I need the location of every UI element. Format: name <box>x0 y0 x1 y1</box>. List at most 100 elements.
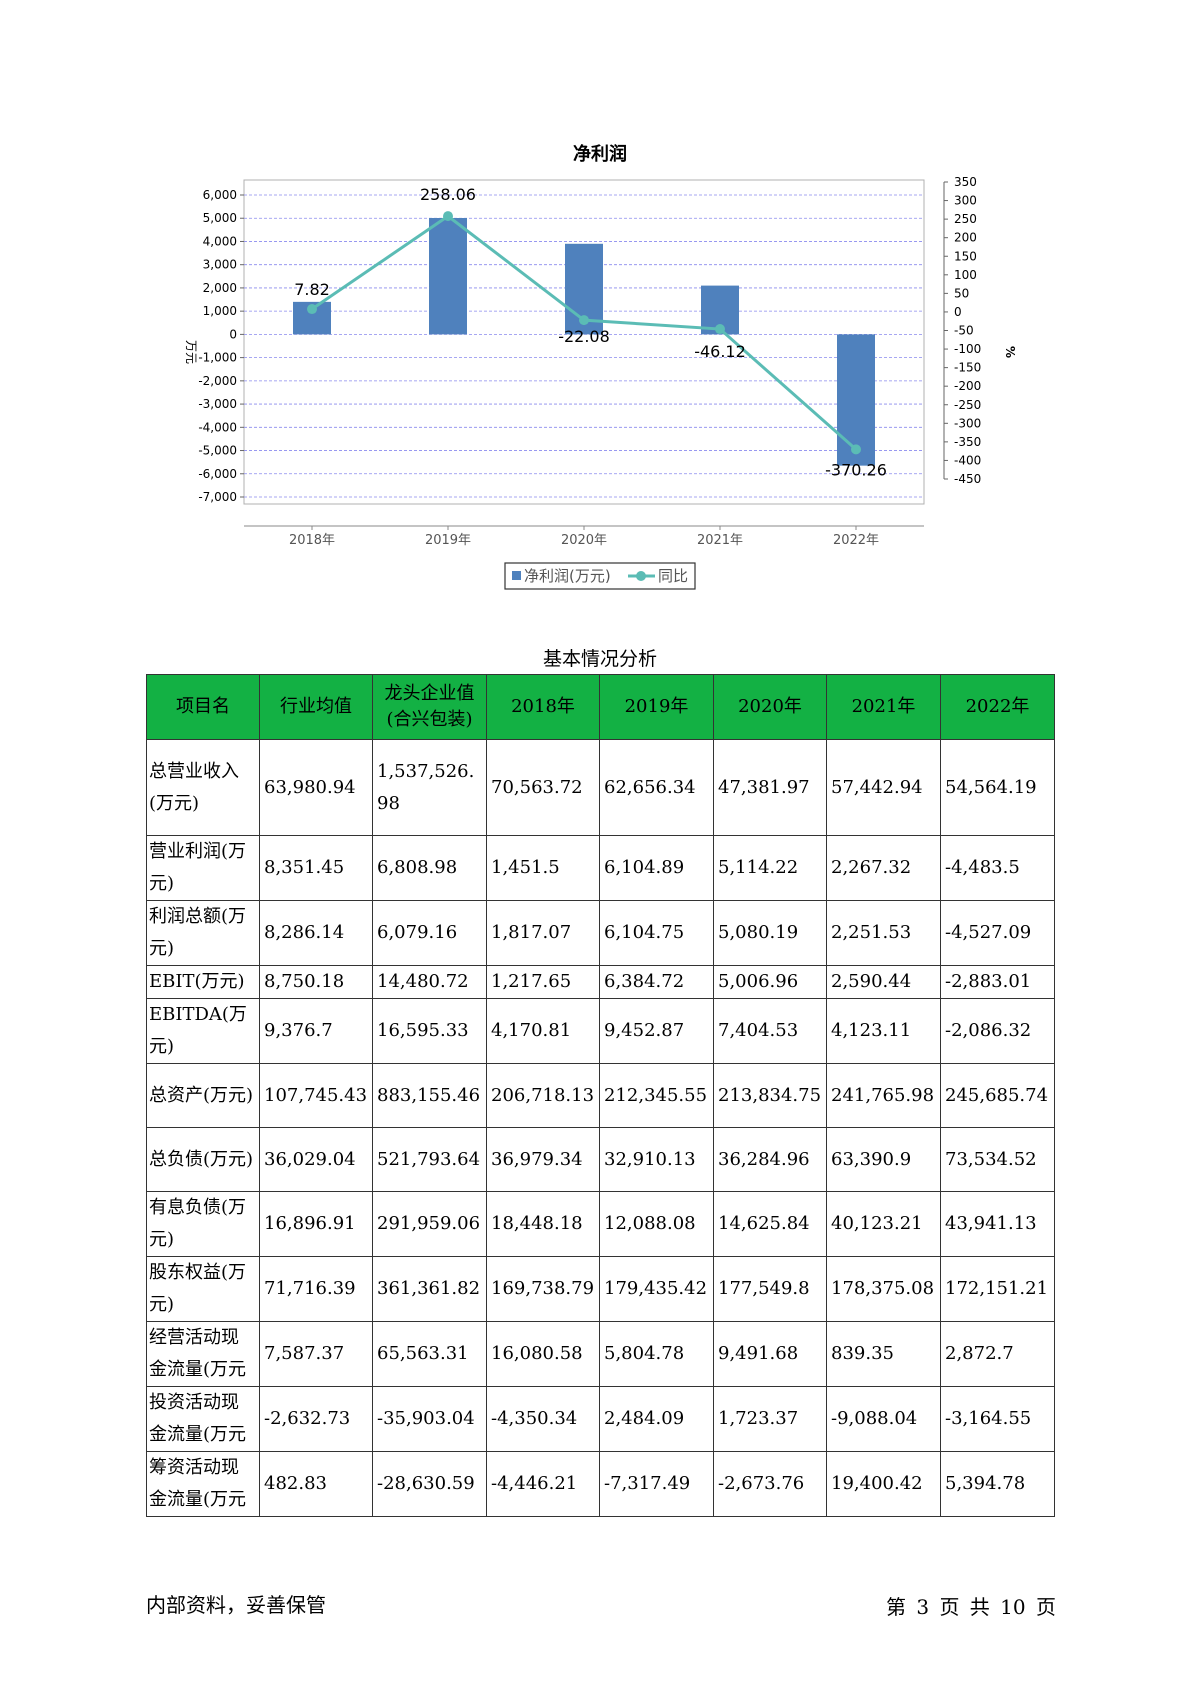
table-header-row: 项目名 行业均值 龙头企业值(合兴包装) 2018年 2019年 2020年 2… <box>146 674 1055 740</box>
table-cell: 16,896.91 <box>259 1191 373 1257</box>
table-cell: 7,404.53 <box>713 998 827 1064</box>
y-right-tick-label: 50 <box>954 286 969 300</box>
table-cell: 8,351.45 <box>259 835 373 901</box>
table-cell: -2,086.32 <box>940 998 1055 1064</box>
table-cell: 241,765.98 <box>826 1063 941 1128</box>
table-row: 总资产(万元) 107,745.43 883,155.46 206,718.13 212… <box>146 1063 1055 1128</box>
y-right-tick-label: 300 <box>954 194 977 208</box>
table-cell: 4,170.81 <box>486 998 600 1064</box>
y-left-tick-label: 0 <box>229 327 237 341</box>
table-cell: 883,155.46 <box>372 1063 487 1128</box>
table-cell: 482.83 <box>259 1451 373 1517</box>
table-cell: 291,959.06 <box>372 1191 487 1257</box>
table-cell: 32,910.13 <box>599 1127 714 1192</box>
y-left-tick-label: 2,000 <box>203 281 237 295</box>
table-cell: 212,345.55 <box>599 1063 714 1128</box>
header-cell: 龙头企业值(合兴包装) <box>372 674 487 740</box>
data-label-yoy: -370.26 <box>825 460 887 479</box>
table-cell: 9,376.7 <box>259 998 373 1064</box>
y-right-tick-label: 100 <box>954 268 977 282</box>
table-cell: -35,903.04 <box>372 1386 487 1452</box>
y-left-tick-label: 4,000 <box>203 234 237 248</box>
table-cell: 40,123.21 <box>826 1191 941 1257</box>
table-cell: 7,587.37 <box>259 1321 373 1387</box>
line-point-yoy <box>579 315 589 326</box>
table-cell: 18,448.18 <box>486 1191 600 1257</box>
table-cell: -4,350.34 <box>486 1386 600 1452</box>
table-cell: 16,080.58 <box>486 1321 600 1387</box>
row-label-cell: 经营活动现金流量(万元 <box>146 1321 260 1387</box>
y-right-tick-label: -450 <box>954 472 981 486</box>
row-label-cell: EBIT(万元) <box>146 965 260 999</box>
bar-net-profit <box>837 334 875 466</box>
basic-analysis-table: 项目名 行业均值 龙头企业值(合兴包装) 2018年 2019年 2020年 2… <box>146 674 1055 1517</box>
table-cell: 839.35 <box>826 1321 941 1387</box>
y-left-tick-label: 5,000 <box>203 211 237 225</box>
net-profit-chart: 净利润 6,000 5,000 4,000 3,000 2,000 1,000 0 -1,00… <box>184 143 1017 590</box>
table-cell: -9,088.04 <box>826 1386 941 1452</box>
y-left-tick-label: 6,000 <box>203 188 237 202</box>
legend-bar-label: 净利润(万元) <box>524 567 611 585</box>
footer-page-number: 第 3 页 共 10 页 <box>886 1595 1056 1619</box>
chart-bars <box>293 217 875 466</box>
y-right-tick-label: 350 <box>954 175 977 189</box>
y-right-tick-label: -100 <box>954 342 981 356</box>
y-left-tick-label: -3,000 <box>198 397 237 411</box>
table-cell: 169,738.79 <box>486 1256 600 1322</box>
table-cell: 4,123.11 <box>826 998 941 1064</box>
table-cell: 179,435.42 <box>599 1256 714 1322</box>
table-cell: 36,029.04 <box>259 1127 373 1192</box>
table-cell: 1,451.5 <box>486 835 600 901</box>
table-row: 利润总额(万元) 8,286.14 6,079.16 1,817.07 6,104.75… <box>146 900 1055 966</box>
plot-frame <box>243 179 925 505</box>
table-cell: 65,563.31 <box>372 1321 487 1387</box>
header-cell: 2021年 <box>826 674 941 740</box>
table-row: 经营活动现金流量(万元 7,587.37 65,563.31 16,080.58 5,8… <box>146 1321 1055 1387</box>
table-cell: 19,400.42 <box>826 1451 941 1517</box>
y-right-tick-label: -50 <box>954 324 974 338</box>
table-cell: 8,750.18 <box>259 965 373 999</box>
table-cell: 521,793.64 <box>372 1127 487 1192</box>
table-cell: -2,883.01 <box>940 965 1055 999</box>
table-cell: 6,079.16 <box>372 900 487 966</box>
chart-legend: 净利润(万元) 同比 <box>504 562 696 590</box>
table-cell: -4,527.09 <box>940 900 1055 966</box>
table-cell: 6,104.75 <box>599 900 714 966</box>
table-cell: -3,164.55 <box>940 1386 1055 1452</box>
data-label-yoy: 258.06 <box>420 185 476 204</box>
y-left-tick-label: -4,000 <box>198 420 237 434</box>
row-label-cell: 总负债(万元) <box>146 1127 260 1192</box>
y-right-tick-label: 200 <box>954 231 977 245</box>
x-tick-label: 2018年 <box>289 533 335 548</box>
footer-confidential-note: 内部资料，妥善保管 <box>146 1593 326 1617</box>
table-cell: 57,442.94 <box>826 739 941 836</box>
table-cell: 2,590.44 <box>826 965 941 999</box>
table-row: 有息负债(万元) 16,896.91 291,959.06 18,448.18 12,0… <box>146 1191 1055 1257</box>
table-cell: -28,630.59 <box>372 1451 487 1517</box>
y-left-tick-label: -5,000 <box>198 444 237 458</box>
legend-box <box>504 562 696 590</box>
data-label-yoy: 7.82 <box>294 280 330 299</box>
table-cell: 14,480.72 <box>372 965 487 999</box>
table-cell: 5,080.19 <box>713 900 827 966</box>
table-cell: 54,564.19 <box>940 739 1055 836</box>
table-cell: 1,723.37 <box>713 1386 827 1452</box>
table-cell: 6,104.89 <box>599 835 714 901</box>
y-axis-left-label: 万元 <box>184 340 198 364</box>
table-cell: 12,088.08 <box>599 1191 714 1257</box>
chart-data-labels: 7.82 258.06 -22.08 -46.12 -370.26 <box>294 185 887 479</box>
table-cell: 36,979.34 <box>486 1127 600 1192</box>
y-right-tick-label: 0 <box>954 305 962 319</box>
x-tick-label: 2019年 <box>425 533 471 548</box>
y-axis-right-label: % <box>1003 346 1017 358</box>
table-row: 投资活动现金流量(万元 -2,632.73 -35,903.04 -4,350.34 2… <box>146 1386 1055 1452</box>
table-cell: 8,286.14 <box>259 900 373 966</box>
table-cell: 107,745.43 <box>259 1063 373 1128</box>
table-row: 营业利润(万元) 8,351.45 6,808.98 1,451.5 6,104.89 5… <box>146 835 1055 901</box>
table-cell: 6,808.98 <box>372 835 487 901</box>
table-cell: 36,284.96 <box>713 1127 827 1192</box>
table-row: 股东权益(万元) 71,716.39 361,361.82 169,738.79 179… <box>146 1256 1055 1322</box>
y-right-tick-label: -400 <box>954 453 981 467</box>
header-cell: 2018年 <box>486 674 600 740</box>
